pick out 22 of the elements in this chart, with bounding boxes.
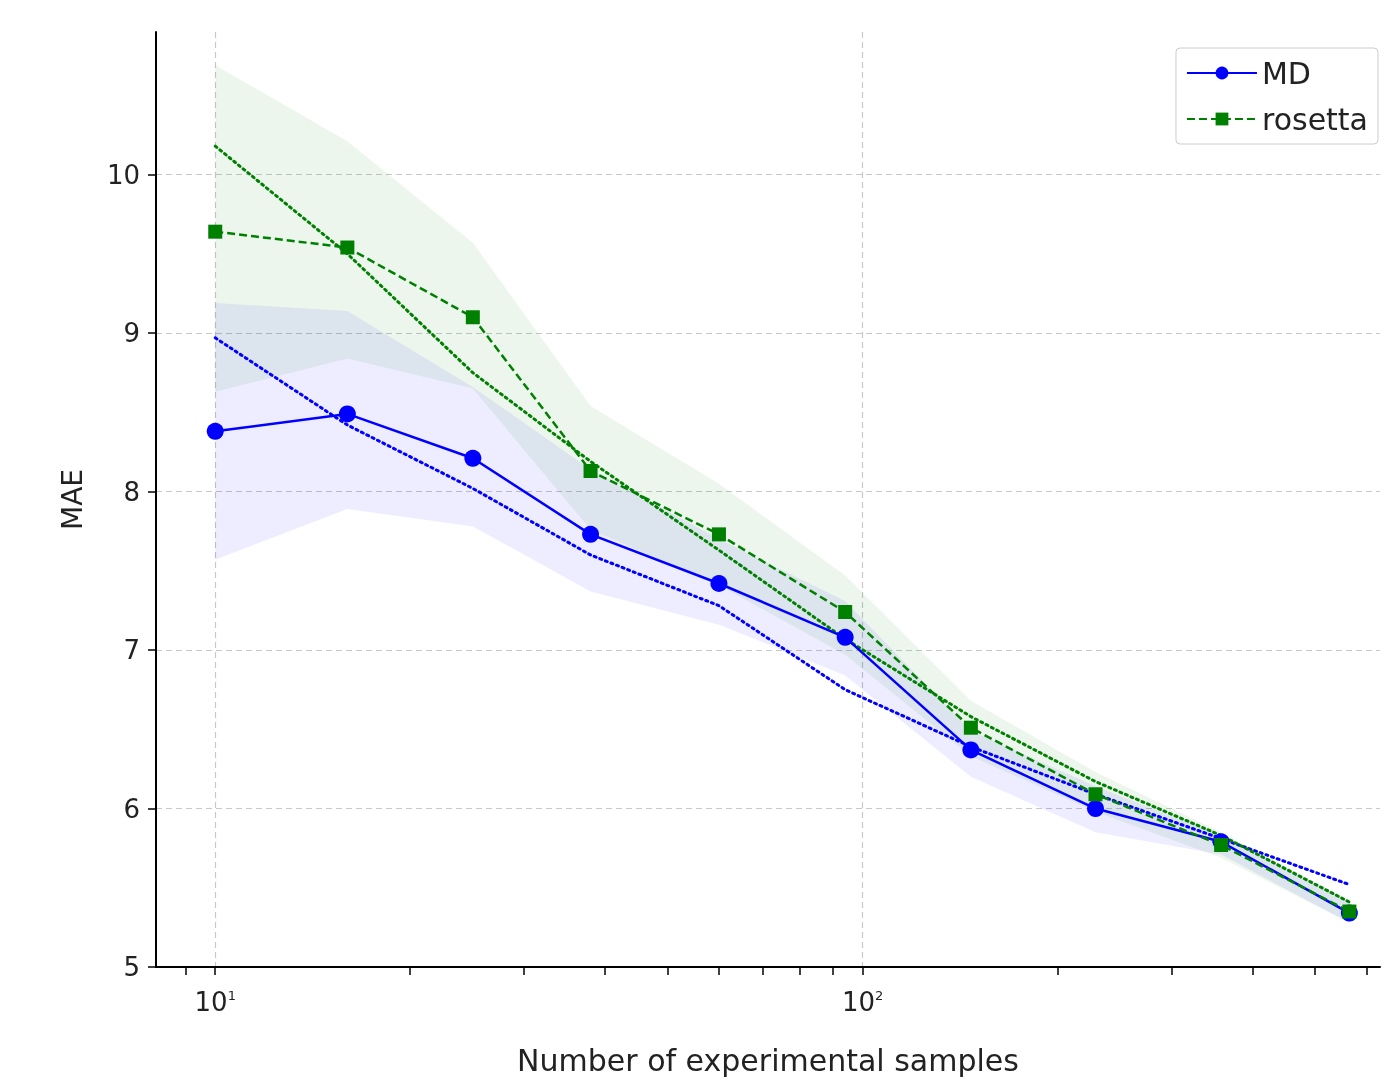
y-tick-label: 7	[123, 635, 140, 666]
point	[582, 525, 600, 543]
y-tick-label: 9	[123, 318, 140, 349]
point	[1214, 837, 1229, 852]
point	[962, 741, 980, 759]
point	[711, 527, 726, 542]
point	[208, 224, 223, 239]
y-tick-label: 5	[123, 952, 140, 982]
y-tick-label: 6	[123, 793, 140, 824]
y-tick-label: 8	[123, 476, 140, 507]
point	[206, 422, 224, 440]
point	[836, 628, 854, 646]
y-tick-label: 10	[106, 159, 140, 190]
point	[838, 605, 853, 620]
point	[1087, 800, 1104, 818]
point	[963, 720, 978, 735]
legend-label: MD	[1261, 55, 1311, 91]
legend-label: rosetta	[1261, 101, 1369, 137]
x-axis-title: Number of experimental samples	[517, 1042, 1019, 1078]
point	[710, 575, 728, 592]
y-axis-title: MAE	[55, 468, 89, 531]
point	[1088, 787, 1103, 802]
